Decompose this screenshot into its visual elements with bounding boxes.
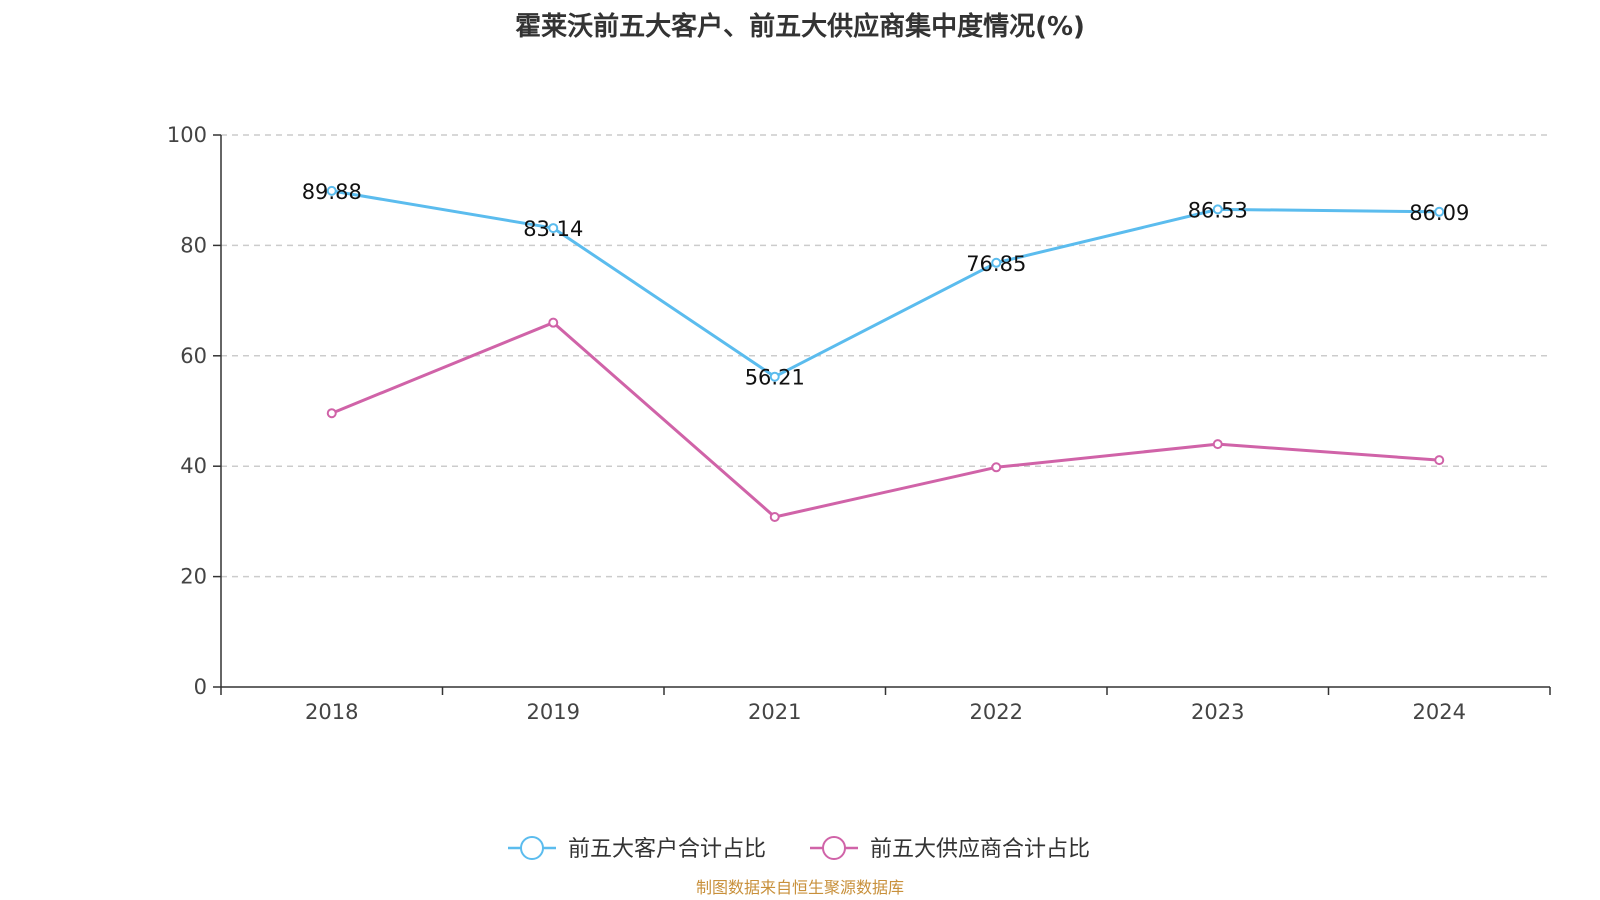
data-point [769,511,780,522]
x-tick-label: 2018 [305,700,358,724]
data-source-note: 制图数据来自恒生聚源数据库 [695,878,904,897]
y-tick-label: 40 [180,454,207,478]
y-tick-label: 20 [180,565,207,589]
legend-marker [520,836,544,860]
grid-lines [221,134,1550,578]
legend-label: 前五大客户合计占比 [568,837,766,862]
data-label: 86.09 [1409,201,1469,225]
legend-item-0[interactable]: 前五大客户合计占比 [508,836,766,862]
x-tick-label: 2024 [1413,700,1466,724]
data-point [1212,439,1223,450]
data-point [991,257,1002,268]
legend-marker [822,836,846,860]
data-labels: 89.88 83.14 56.21 76.85 86.53 86.09 [302,180,1470,390]
axes: 0 20 40 60 80 100 2018 2019 2021 2022 2023 2024 [167,123,1551,724]
data-point [1434,455,1445,466]
data-point [991,462,1002,473]
series-lines [331,189,1440,519]
series-points [326,185,1445,522]
y-tick-label: 0 [194,675,207,699]
data-point [326,185,337,196]
x-tick-label: 2019 [527,700,580,724]
data-point [1212,204,1223,215]
data-label: 76.85 [966,252,1026,276]
legend-item-1[interactable]: 前五大供应商合计占比 [810,836,1090,862]
series-line-1 [331,321,1440,519]
y-tick-label: 100 [167,123,207,147]
data-point [1434,206,1445,217]
data-point [548,223,559,234]
data-label: 56.21 [745,366,805,390]
x-tick-label: 2023 [1191,700,1244,724]
data-label: 89.88 [302,180,362,204]
data-label: 83.14 [523,217,583,241]
x-tick-label: 2022 [970,700,1023,724]
y-tick-label: 60 [180,344,207,368]
data-label: 86.53 [1188,198,1248,222]
data-point [326,408,337,419]
chart-title: 霍莱沃前五大客户、前五大供应商集中度情况(%) [515,12,1085,42]
x-tick-label: 2021 [748,700,801,724]
series-line-0 [331,189,1440,379]
data-point [769,371,780,382]
data-point [548,317,559,328]
legend-label: 前五大供应商合计占比 [870,837,1090,862]
legend[interactable]: 前五大客户合计占比 前五大供应商合计占比 [508,836,1090,862]
y-tick-label: 80 [180,233,207,257]
